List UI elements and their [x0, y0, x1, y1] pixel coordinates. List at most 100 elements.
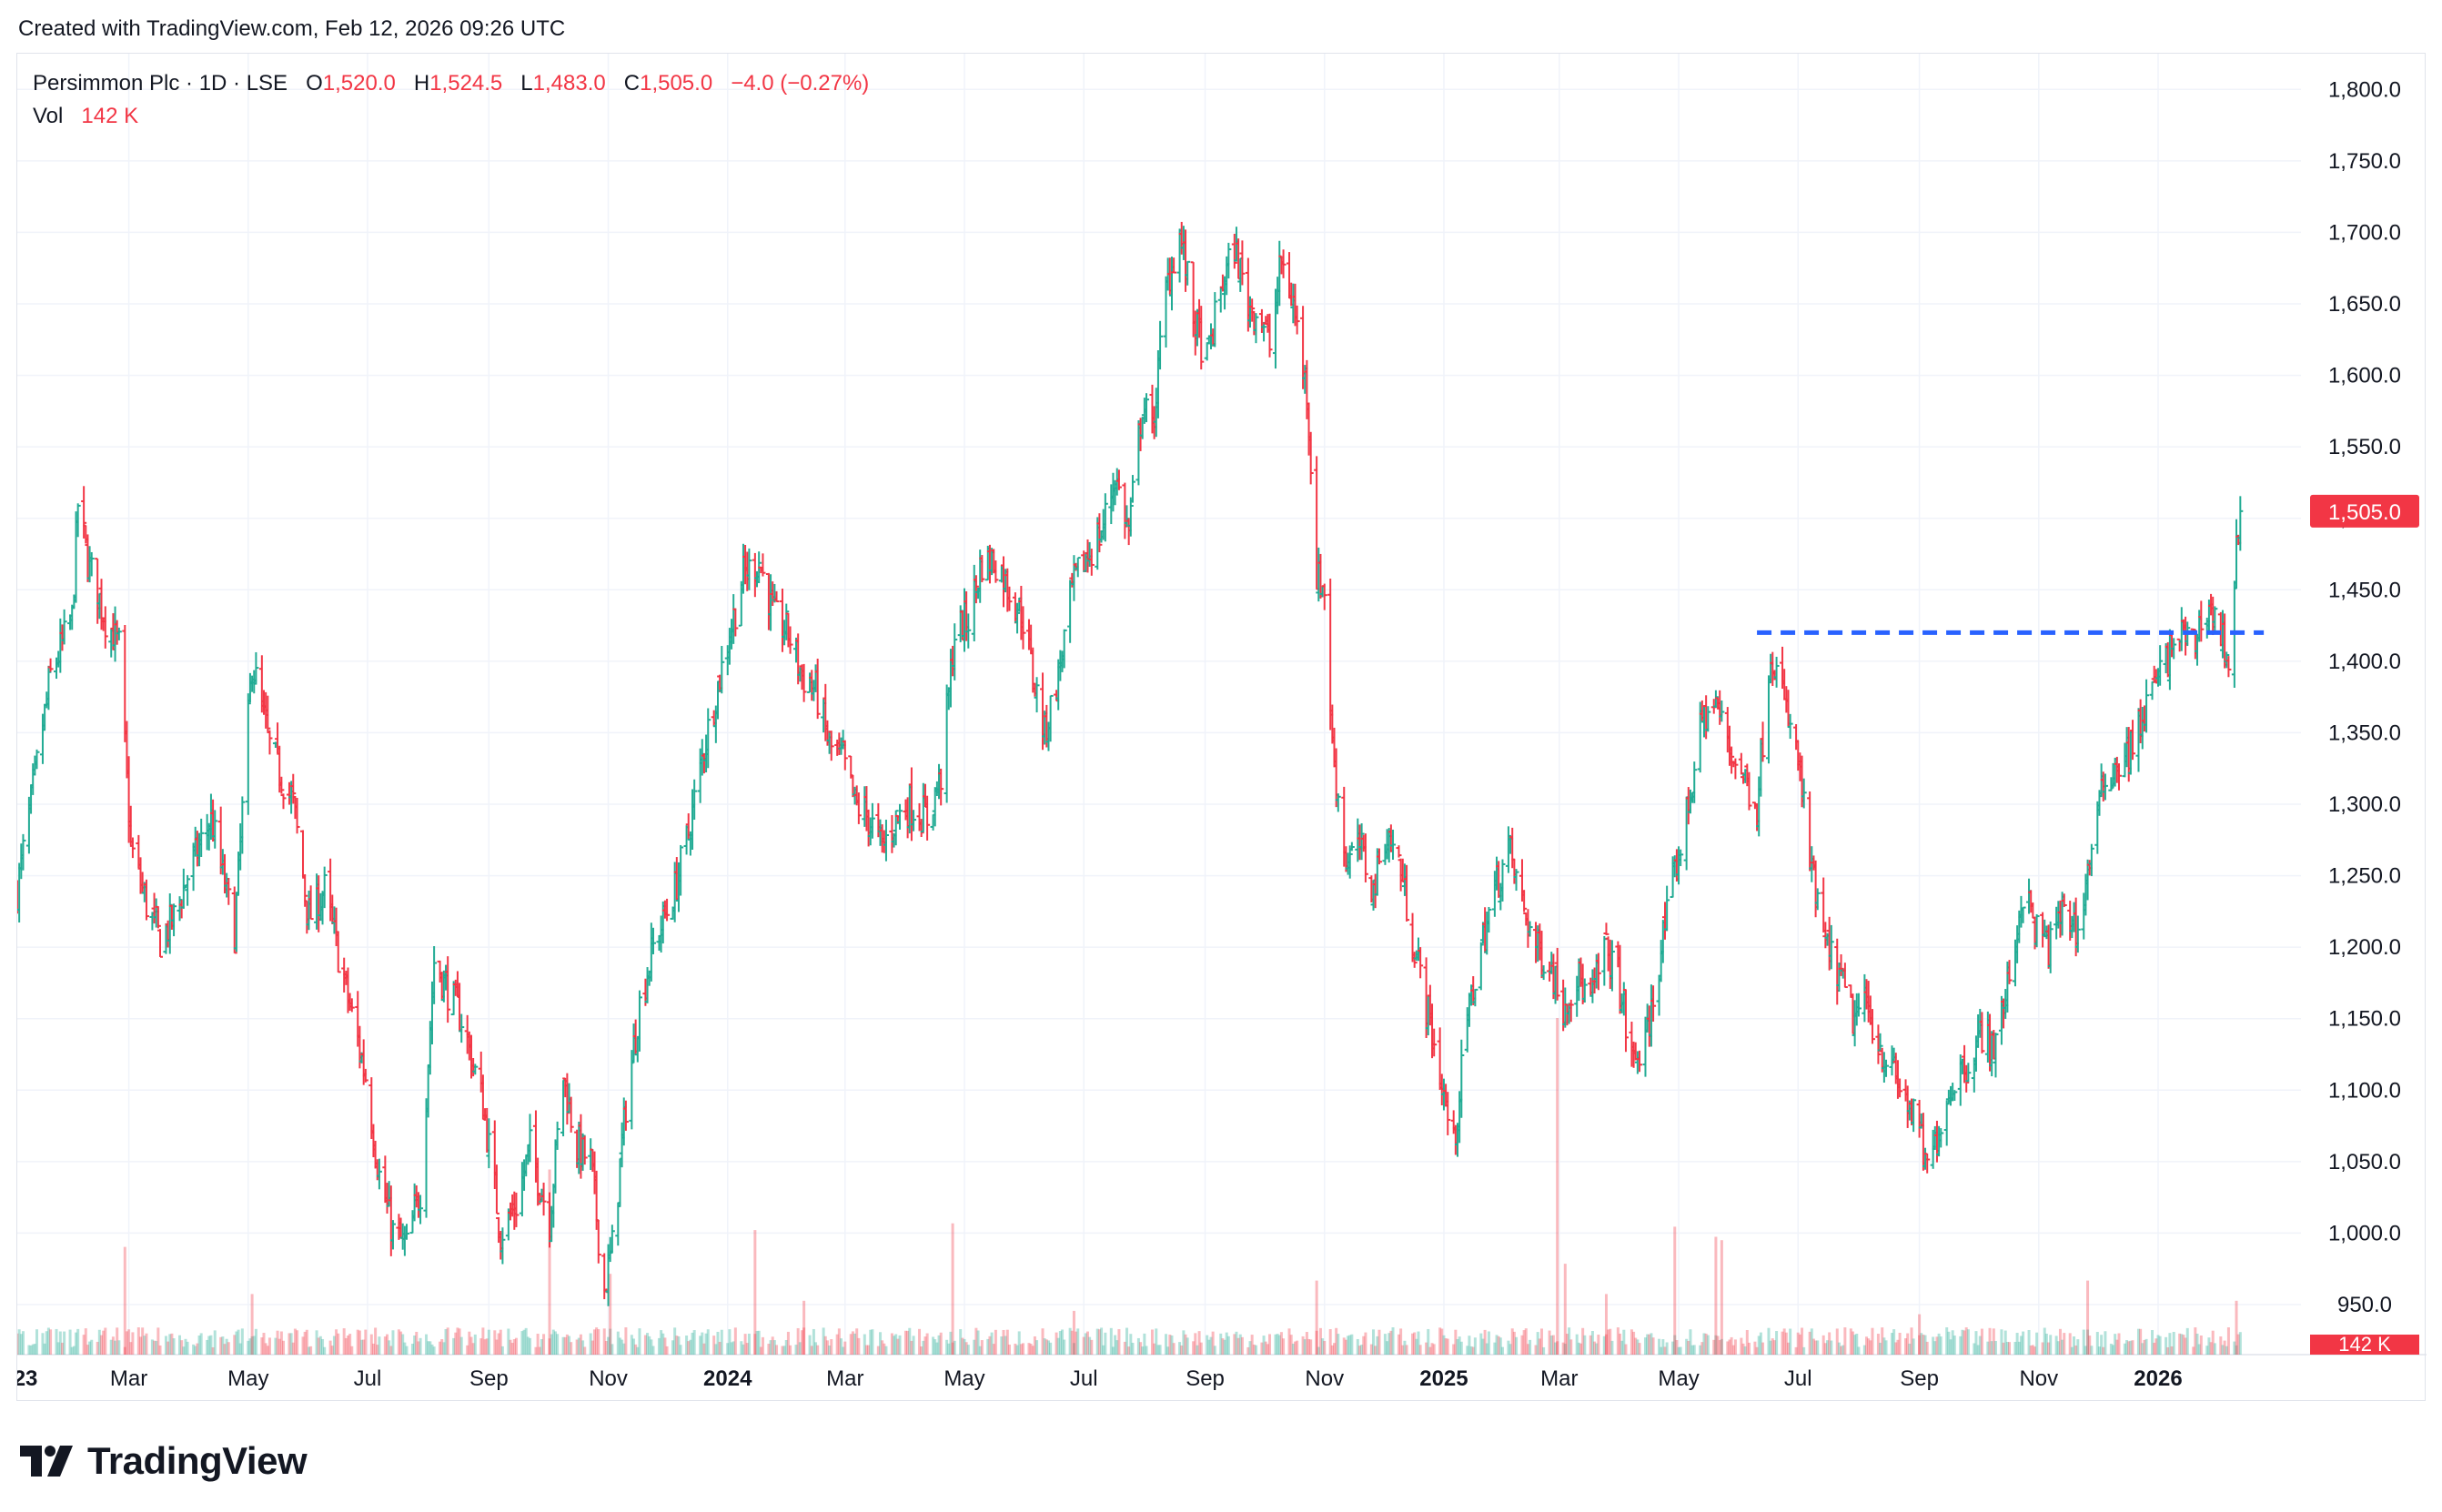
volume-bar [1593, 1341, 1597, 1355]
volume-bar [692, 1330, 696, 1355]
ohlc-bar [1396, 845, 1402, 858]
volume-bar [1317, 1346, 1320, 1355]
volume-bar [510, 1343, 514, 1355]
volume-bar [1920, 1333, 1923, 1355]
volume-bar [2141, 1343, 2144, 1355]
volume-bar [1665, 1342, 1669, 1355]
volume-bar [199, 1333, 203, 1355]
volume-bar [389, 1346, 393, 1355]
volume-bar [1438, 1327, 1442, 1355]
volume-bar [2207, 1337, 2211, 1355]
ohlc-bar [1938, 1128, 1944, 1148]
volume-bar [1150, 1329, 1154, 1355]
ohlc-bar [2171, 638, 2177, 660]
volume-bar [109, 1339, 113, 1355]
volume-bar [988, 1336, 992, 1355]
volume-bar [296, 1330, 299, 1355]
ohlc-bar [1897, 1078, 1903, 1098]
volume-bar [1771, 1338, 1774, 1355]
volume-bar [131, 1332, 135, 1355]
volume-bar [1498, 1337, 1502, 1355]
volume-bar [1095, 1328, 1099, 1355]
time-axis-label: Jul [1784, 1366, 1812, 1391]
volume-bar [1959, 1336, 1963, 1355]
tradingview-logo[interactable]: TradingView [20, 1439, 308, 1483]
volume-bar [704, 1333, 708, 1355]
volume-bar [330, 1346, 334, 1355]
volume-bar [46, 1327, 50, 1355]
price-axis-label: 1,400.0 [2328, 650, 2401, 674]
volume-bar [45, 1331, 48, 1355]
volume-bar [1951, 1330, 1954, 1355]
volume-bar [55, 1328, 58, 1355]
volume-bar [1291, 1343, 1295, 1355]
volume-bar [542, 1334, 546, 1355]
volume-bar [1307, 1338, 1311, 1355]
volume-bar [1692, 1345, 1696, 1355]
volume-bar [830, 1339, 833, 1355]
volume-bar [1415, 1338, 1418, 1355]
ohlc-bar [245, 693, 251, 815]
volume-bar [1720, 1338, 1723, 1355]
volume-bar [685, 1336, 689, 1355]
volume-bar [123, 1346, 126, 1355]
ohlc-bar [1034, 677, 1040, 713]
volume-bar [221, 1336, 225, 1355]
volume-bar [360, 1339, 364, 1355]
volume-bar [648, 1336, 651, 1355]
volume-bar [1663, 1346, 1667, 1355]
volume-bar [413, 1336, 417, 1355]
ohlc-bar [404, 1224, 410, 1240]
volume-bar [1199, 1342, 1203, 1355]
chart-pane[interactable]: 950.0 1,000.0 1,050.0 1,100.0 1,150.0 1,200.0… [16, 53, 2427, 1402]
volume-bar [1323, 1340, 1327, 1355]
volume-bar [1849, 1328, 1852, 1355]
volume-bar [767, 1344, 771, 1355]
volume-bar [2117, 1333, 2121, 1355]
volume-series [17, 1018, 2242, 1355]
volume-bar [1123, 1341, 1126, 1355]
volume-bar [976, 1330, 980, 1355]
volume-bar [514, 1337, 518, 1355]
ohlc-bar [1307, 431, 1314, 485]
volume-bar [1869, 1340, 1872, 1355]
price-chart-svg[interactable]: 950.0 1,000.0 1,050.0 1,100.0 1,150.0 1,200.0… [17, 54, 2427, 1402]
ohlc-bar [1568, 999, 1574, 1023]
volume-bar [581, 1340, 585, 1355]
volume-bar [1070, 1330, 1074, 1355]
ohlc-bar [2144, 679, 2150, 733]
volume-bar [1487, 1331, 1490, 1355]
volume-bar [75, 1332, 78, 1355]
ohlc-bar [918, 819, 924, 838]
volume-bar [1534, 1345, 1538, 1355]
volume-bar [540, 1339, 543, 1355]
ohlc-bar [828, 731, 834, 761]
volume-bar [1894, 1342, 1898, 1355]
volume-bar [63, 1331, 66, 1355]
volume-bar [1597, 1335, 1600, 1355]
volume-bar [397, 1329, 400, 1355]
volume-bar [153, 1340, 156, 1355]
volume-bar [1085, 1331, 1089, 1355]
volume-bar [459, 1336, 463, 1355]
volume-bar [579, 1334, 582, 1355]
volume-bar [939, 1332, 943, 1355]
ohlc-bar [636, 990, 642, 1052]
volume-bar [1706, 1335, 1710, 1355]
volume-bar [1468, 1336, 1471, 1355]
volume-bar [1814, 1340, 1818, 1355]
volume-bar [978, 1346, 982, 1355]
volume-bar [529, 1337, 532, 1355]
volume-bar [301, 1336, 305, 1355]
high-label: H [413, 71, 430, 96]
volume-bar [1679, 1346, 1682, 1355]
volume-bar [1350, 1334, 1354, 1355]
volume-bar [60, 1342, 64, 1355]
change-value: −4.0 (−0.27%) [731, 71, 870, 96]
volume-bar [894, 1334, 898, 1355]
ohlc-bar [1875, 1024, 1882, 1064]
volume-bar [96, 1341, 99, 1355]
volume-bar [536, 1334, 540, 1355]
volume-bar [520, 1331, 524, 1355]
volume-bar [784, 1340, 788, 1355]
